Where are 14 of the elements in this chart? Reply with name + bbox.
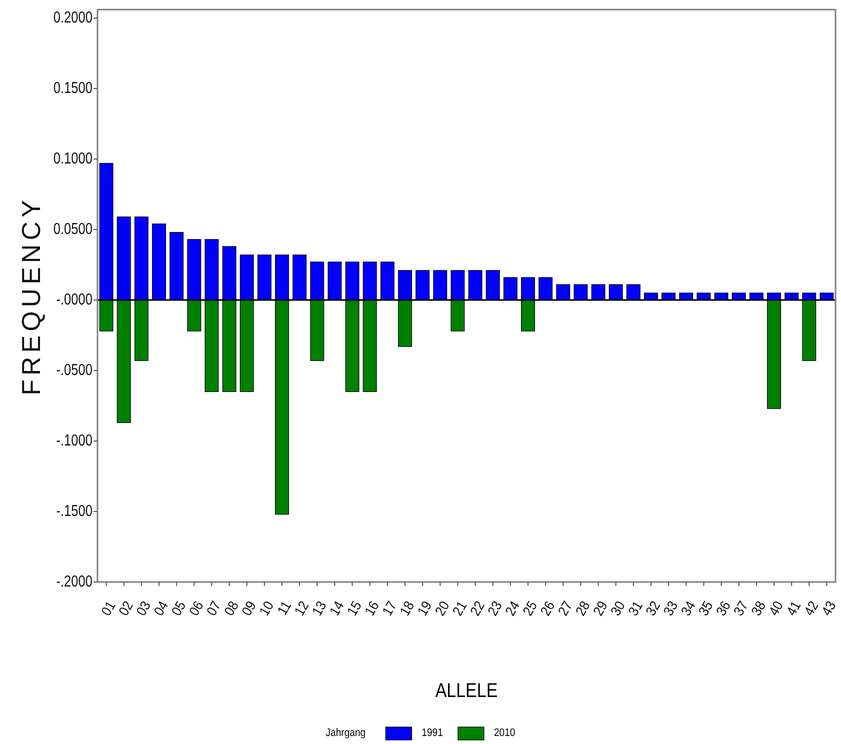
y-tick-label: -.2000 <box>56 573 92 591</box>
y-tick-label: -.1000 <box>56 432 92 450</box>
y-tick-label: 0.0500 <box>53 220 92 238</box>
y-tick-label: 0.1500 <box>53 80 92 98</box>
x-axis-title: ALLELE <box>435 678 498 702</box>
y-tick-label: 0.2000 <box>53 9 92 27</box>
y-tick-label: -.0500 <box>56 362 92 380</box>
y-tick-label: -.0000 <box>56 291 92 309</box>
legend-label: 1991 <box>422 727 444 740</box>
y-axis-title: FREQUENCY <box>16 196 46 396</box>
legend-title: Jahrgang <box>326 727 366 740</box>
y-tick-label: 0.1000 <box>53 150 92 168</box>
legend-label: 2010 <box>494 727 516 740</box>
y-tick-label: -.1500 <box>56 502 92 520</box>
